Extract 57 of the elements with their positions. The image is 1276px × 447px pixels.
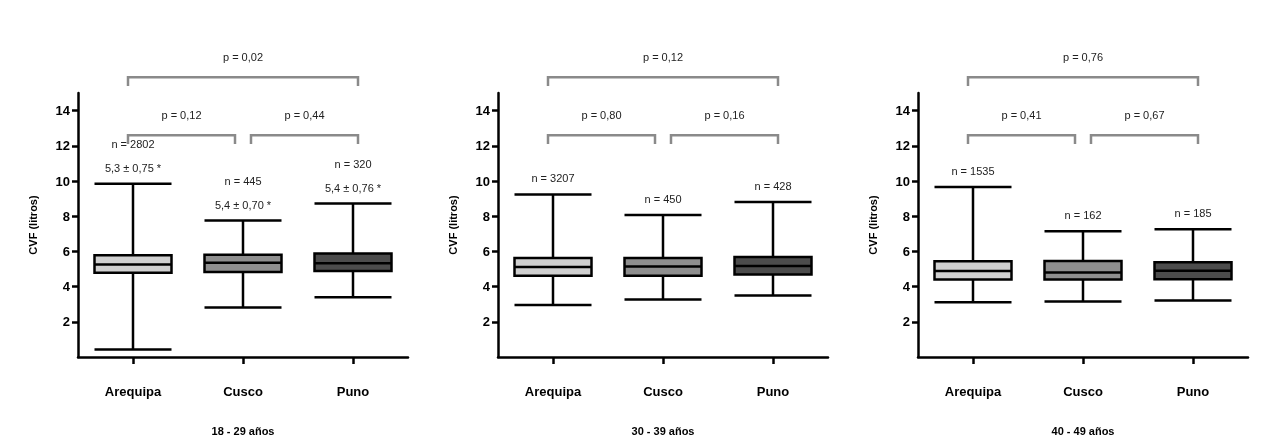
- x-axis-title: 18 - 29 años: [211, 424, 275, 437]
- y-tick-label: 4: [62, 279, 71, 295]
- annotation: n = 1535: [951, 164, 995, 177]
- y-tick-label: 10: [55, 173, 70, 189]
- y-tick-label: 4: [902, 279, 911, 295]
- annotation: p = 0,44: [284, 109, 325, 122]
- annotation: n = 162: [1064, 209, 1102, 222]
- x-tick-label: Cusco: [1063, 384, 1103, 399]
- x-tick-label: Arequipa: [524, 384, 582, 399]
- x-tick-label: Puno: [756, 384, 790, 399]
- y-tick-label: 6: [62, 243, 70, 259]
- y-axis-title: CVF (litros): [26, 195, 39, 255]
- annotation: n = 428: [754, 180, 792, 193]
- y-tick-label: 14: [55, 103, 71, 119]
- x-tick-label: Cusco: [223, 384, 263, 399]
- annotation: n = 320: [334, 157, 372, 170]
- y-tick-label: 14: [895, 103, 911, 119]
- annotation: 5,4 ± 0,76 *: [324, 181, 382, 194]
- annotation: n = 3207: [531, 172, 575, 185]
- y-axis-title: CVF (litros): [866, 195, 879, 255]
- y-tick-label: 6: [482, 243, 490, 259]
- x-axis-title: 30 - 39 años: [631, 424, 695, 437]
- x-tick-label: Cusco: [643, 384, 683, 399]
- y-tick-label: 12: [55, 138, 70, 154]
- annotation: n = 450: [644, 192, 682, 205]
- y-tick-label: 4: [482, 279, 491, 295]
- annotation: n = 2802: [111, 137, 155, 150]
- x-tick-label: Arequipa: [944, 384, 1002, 399]
- y-tick-label: 12: [895, 138, 910, 154]
- y-axis-title: CVF (litros): [446, 195, 459, 255]
- annotation: n = 445: [224, 174, 262, 187]
- annotation: p = 0,80: [581, 109, 622, 122]
- text: p = 0,12: [642, 51, 684, 64]
- y-tick-label: 6: [902, 243, 910, 259]
- y-tick-label: 8: [482, 208, 490, 224]
- x-tick-label: Arequipa: [104, 384, 162, 399]
- y-tick-label: 14: [475, 103, 491, 119]
- text: p = 0,02: [222, 51, 264, 64]
- y-tick-label: 10: [475, 173, 490, 189]
- y-tick-label: 8: [902, 208, 910, 224]
- annotation: n = 185: [1174, 207, 1212, 220]
- annotation: p = 0,16: [704, 109, 745, 122]
- x-tick-label: Puno: [336, 384, 370, 399]
- annotation: p = 0,12: [161, 109, 202, 122]
- annotation: 5,3 ± 0,75 *: [104, 161, 162, 174]
- y-tick-label: 10: [895, 173, 910, 189]
- text: p = 0,76: [1062, 51, 1104, 64]
- y-tick-label: 12: [475, 138, 490, 154]
- y-tick-label: 2: [902, 314, 910, 330]
- annotation: 5,4 ± 0,70 *: [214, 198, 272, 211]
- annotation: p = 0,67: [1124, 109, 1165, 122]
- y-tick-label: 8: [62, 208, 70, 224]
- x-axis-title: 40 - 49 años: [1051, 424, 1115, 437]
- x-tick-label: Puno: [1176, 384, 1210, 399]
- y-tick-label: 2: [482, 314, 490, 330]
- y-tick-label: 2: [62, 314, 70, 330]
- annotation: p = 0,41: [1001, 109, 1042, 122]
